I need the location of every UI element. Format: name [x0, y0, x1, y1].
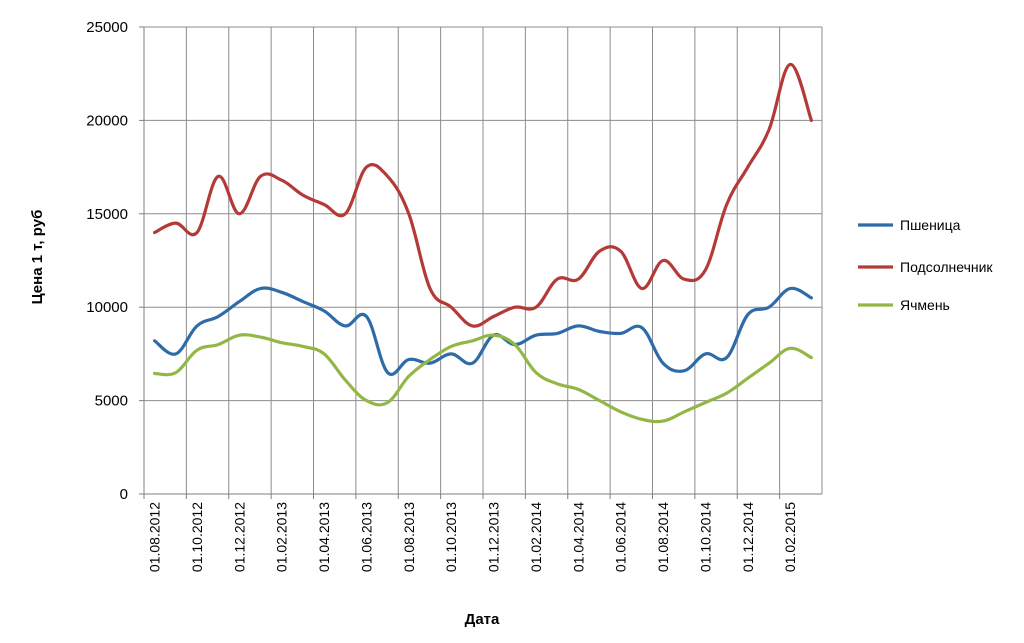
series-line-1: [153, 286, 813, 376]
x-tick-label: 01.04.2014: [570, 502, 586, 572]
x-tick-label: 01.08.2013: [401, 502, 417, 572]
y-axis-ticks: 0 5000 10000 15000 20000 25000: [86, 19, 144, 503]
y-axis-title: Цена 1 т, руб: [29, 210, 46, 305]
x-tick-label: 01.10.2012: [189, 502, 205, 572]
x-axis-title: Дата: [465, 611, 500, 628]
y-tick-label: 10000: [86, 299, 128, 316]
x-tick-label: 01.02.2013: [274, 502, 290, 572]
x-tick-label: 01.06.2013: [358, 502, 374, 572]
legend-label: Пшеница: [900, 217, 961, 233]
x-tick-label: 01.12.2014: [740, 502, 756, 572]
series-lines: [153, 62, 813, 424]
x-tick-label: 01.10.2014: [697, 502, 713, 572]
x-tick-label: 01.12.2013: [486, 502, 502, 572]
series-line-3: [153, 333, 813, 424]
x-tick-label: 01.10.2013: [443, 502, 459, 572]
x-tick-label: 01.08.2014: [655, 502, 671, 572]
y-tick-label: 0: [120, 486, 128, 503]
x-tick-label: 01.06.2014: [613, 502, 629, 572]
legend-label: Ячмень: [900, 297, 950, 313]
grid: [143, 26, 823, 495]
legend: Пшеница Подсолнечник Ячмень: [858, 217, 993, 313]
x-tick-label: 01.04.2013: [316, 502, 332, 572]
series-line-2: [153, 62, 813, 328]
x-axis-ticks: 01.08.2012 01.10.2012 01.12.2012 01.02.2013…: [143, 494, 798, 572]
x-tick-label: 01.02.2014: [528, 502, 544, 572]
y-tick-label: 20000: [86, 112, 128, 129]
legend-label: Подсолнечник: [900, 259, 993, 275]
y-tick-label: 25000: [86, 19, 128, 36]
y-tick-label: 15000: [86, 206, 128, 223]
x-tick-label: 01.02.2015: [782, 502, 798, 572]
y-tick-label: 5000: [95, 393, 128, 410]
x-tick-label: 01.12.2012: [231, 502, 247, 572]
x-tick-label: 01.08.2012: [147, 502, 163, 572]
